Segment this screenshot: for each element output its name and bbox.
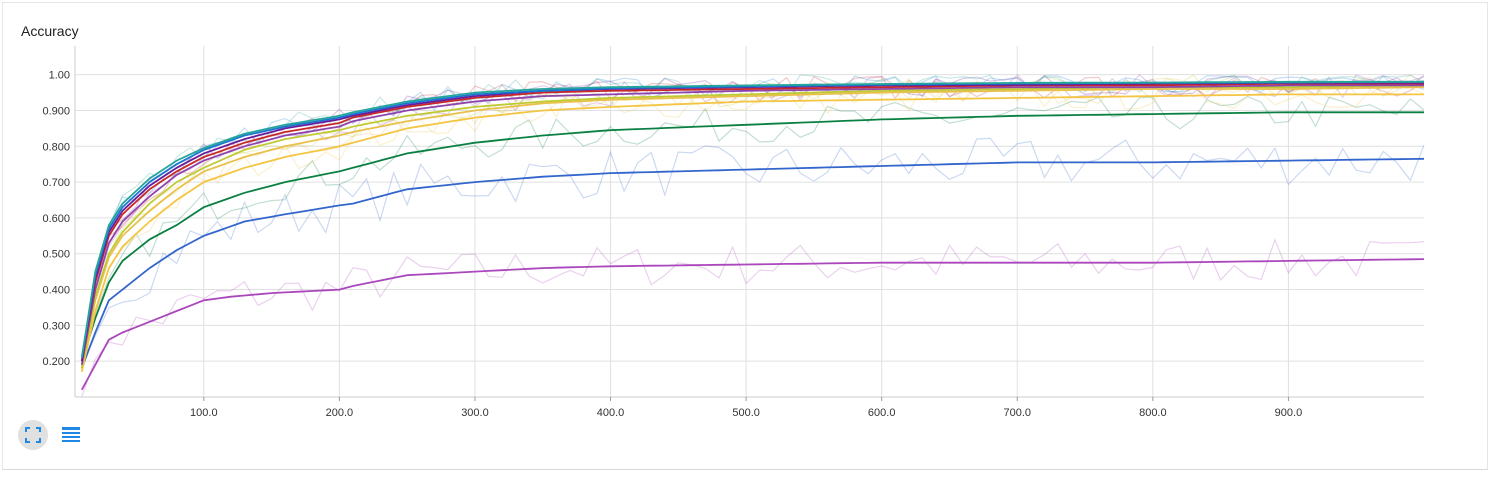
y-axis-ticks: 0.200 0.300 0.400 0.500 0.600 0.700 0.800 0.900…	[42, 70, 70, 369]
raw-series-line	[81, 137, 1425, 365]
y-tick-label: 0.400	[42, 285, 70, 297]
smoothed-series-line[interactable]	[80, 111, 1424, 362]
x-axis-ticks: 100.0 200.0 300.0 400.0 500.0 600.0 700.0 800.0…	[190, 397, 1302, 419]
smoothed-series-line[interactable]	[80, 84, 1424, 365]
fullscreen-icon	[25, 427, 41, 443]
y-tick-label: 0.600	[42, 213, 70, 225]
raw-series-line	[81, 73, 1425, 367]
y-tick-label: 0.200	[42, 356, 70, 368]
raw-series-layer	[81, 73, 1425, 397]
y-tick-label: 0.700	[42, 177, 70, 189]
x-tick-label: 600.0	[868, 407, 896, 419]
x-tick-label: 900.0	[1275, 407, 1303, 419]
y-tick-label: 0.800	[42, 141, 70, 153]
y-tick-label: 1.00	[49, 70, 70, 82]
axes	[74, 46, 1424, 398]
x-tick-label: 400.0	[597, 407, 625, 419]
raw-series-line	[81, 95, 1425, 358]
smoothed-series-line[interactable]	[80, 80, 1425, 358]
smoothed-series-line[interactable]	[80, 80, 1424, 358]
smoothed-series-line[interactable]	[81, 258, 1425, 391]
y-tick-label: 0.300	[42, 320, 70, 332]
raw-series-line	[81, 81, 1425, 369]
smoothed-series-line[interactable]	[80, 93, 1424, 373]
smoothed-series-layer	[80, 80, 1425, 391]
x-tick-label: 100.0	[190, 407, 218, 419]
smoothed-series-line[interactable]	[80, 157, 1425, 369]
chart-card: Accuracy	[2, 2, 1488, 470]
y-tick-label: 0.900	[42, 105, 70, 117]
smoothed-series-line[interactable]	[80, 86, 1425, 369]
x-tick-label: 500.0	[732, 407, 760, 419]
raw-series-line	[81, 238, 1425, 397]
list-icon	[62, 427, 80, 442]
smoothed-series-line[interactable]	[80, 82, 1424, 362]
data-table-toggle-button[interactable]	[56, 420, 86, 450]
x-tick-label: 300.0	[461, 407, 489, 419]
x-tick-label: 700.0	[1004, 407, 1032, 419]
x-tick-label: 200.0	[326, 407, 354, 419]
fullscreen-button[interactable]	[18, 420, 48, 450]
x-tick-label: 800.0	[1139, 407, 1167, 419]
raw-series-line	[81, 74, 1425, 367]
grid	[75, 46, 1424, 397]
chart-title: Accuracy	[21, 23, 79, 39]
y-tick-label: 0.500	[42, 249, 70, 261]
